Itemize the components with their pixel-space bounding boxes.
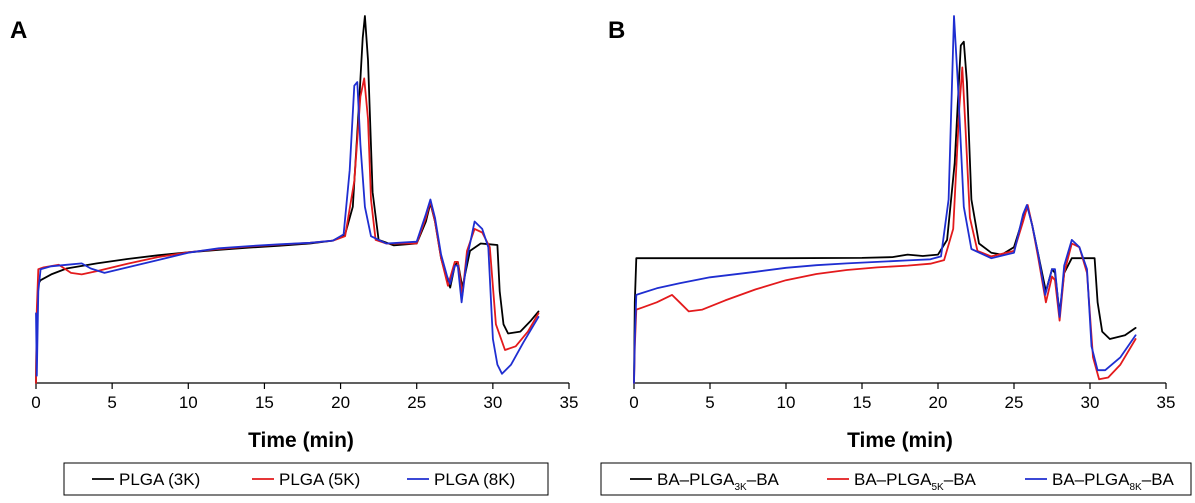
x-tick-label: 10 bbox=[777, 393, 796, 412]
legend-a: PLGA (3K) PLGA (5K) PLGA (8K) bbox=[63, 462, 549, 496]
x-tick-label: 30 bbox=[1081, 393, 1100, 412]
x-tick-label: 20 bbox=[331, 393, 350, 412]
legend-label: BA–PLGA3K–BA bbox=[657, 470, 780, 493]
x-tick-label: 25 bbox=[407, 393, 426, 412]
legend-label: BA–PLGA5K–BA bbox=[854, 470, 977, 493]
panel-label-b: B bbox=[608, 17, 625, 44]
series-line-3 bbox=[633, 15, 1137, 384]
x-ticks-b: 0 5 10 15 20 25 30 35 bbox=[629, 383, 1175, 412]
x-tick-label: 25 bbox=[1005, 393, 1024, 412]
panel-a: A 0 5 10 15 20 25 30 35 Time (min) PLGA (3K) PLG… bbox=[10, 15, 578, 496]
x-tick-label: 5 bbox=[705, 393, 714, 412]
x-tick-label: 35 bbox=[1157, 393, 1176, 412]
x-tick-label: 0 bbox=[629, 393, 638, 412]
x-ticks-a: 0 5 10 15 20 25 30 35 bbox=[31, 383, 578, 412]
series-line-3 bbox=[35, 81, 540, 377]
x-tick-label: 10 bbox=[179, 393, 198, 412]
x-tick-label: 15 bbox=[255, 393, 274, 412]
series-line-1 bbox=[633, 40, 1137, 384]
panel-b: B 0 5 10 15 20 25 30 35 Time (min) BA–PLGA3K–BA… bbox=[600, 15, 1192, 496]
legend-label: PLGA (8K) bbox=[434, 470, 515, 489]
legend-box bbox=[600, 462, 1192, 496]
x-tick-label: 30 bbox=[483, 393, 502, 412]
series-line-2 bbox=[633, 66, 1137, 384]
series-line-1 bbox=[35, 15, 540, 384]
legend-label: PLGA (3K) bbox=[119, 470, 200, 489]
legend-b: BA–PLGA3K–BA BA–PLGA5K–BA BA–PLGA8K–BA bbox=[600, 462, 1192, 496]
x-tick-label: 35 bbox=[560, 393, 579, 412]
series-line-2 bbox=[35, 77, 540, 384]
x-tick-label: 5 bbox=[107, 393, 116, 412]
x-tick-label: 0 bbox=[31, 393, 40, 412]
series-lines-b bbox=[633, 15, 1137, 384]
x-axis-label-b: Time (min) bbox=[847, 429, 953, 452]
legend-box bbox=[63, 462, 549, 496]
series-lines-a bbox=[35, 15, 540, 384]
legend-label: BA–PLGA8K–BA bbox=[1052, 470, 1175, 493]
legend-label: PLGA (5K) bbox=[279, 470, 360, 489]
x-axis-label-a: Time (min) bbox=[248, 429, 354, 452]
x-tick-label: 15 bbox=[853, 393, 872, 412]
panel-label-a: A bbox=[10, 17, 27, 44]
x-tick-label: 20 bbox=[929, 393, 948, 412]
